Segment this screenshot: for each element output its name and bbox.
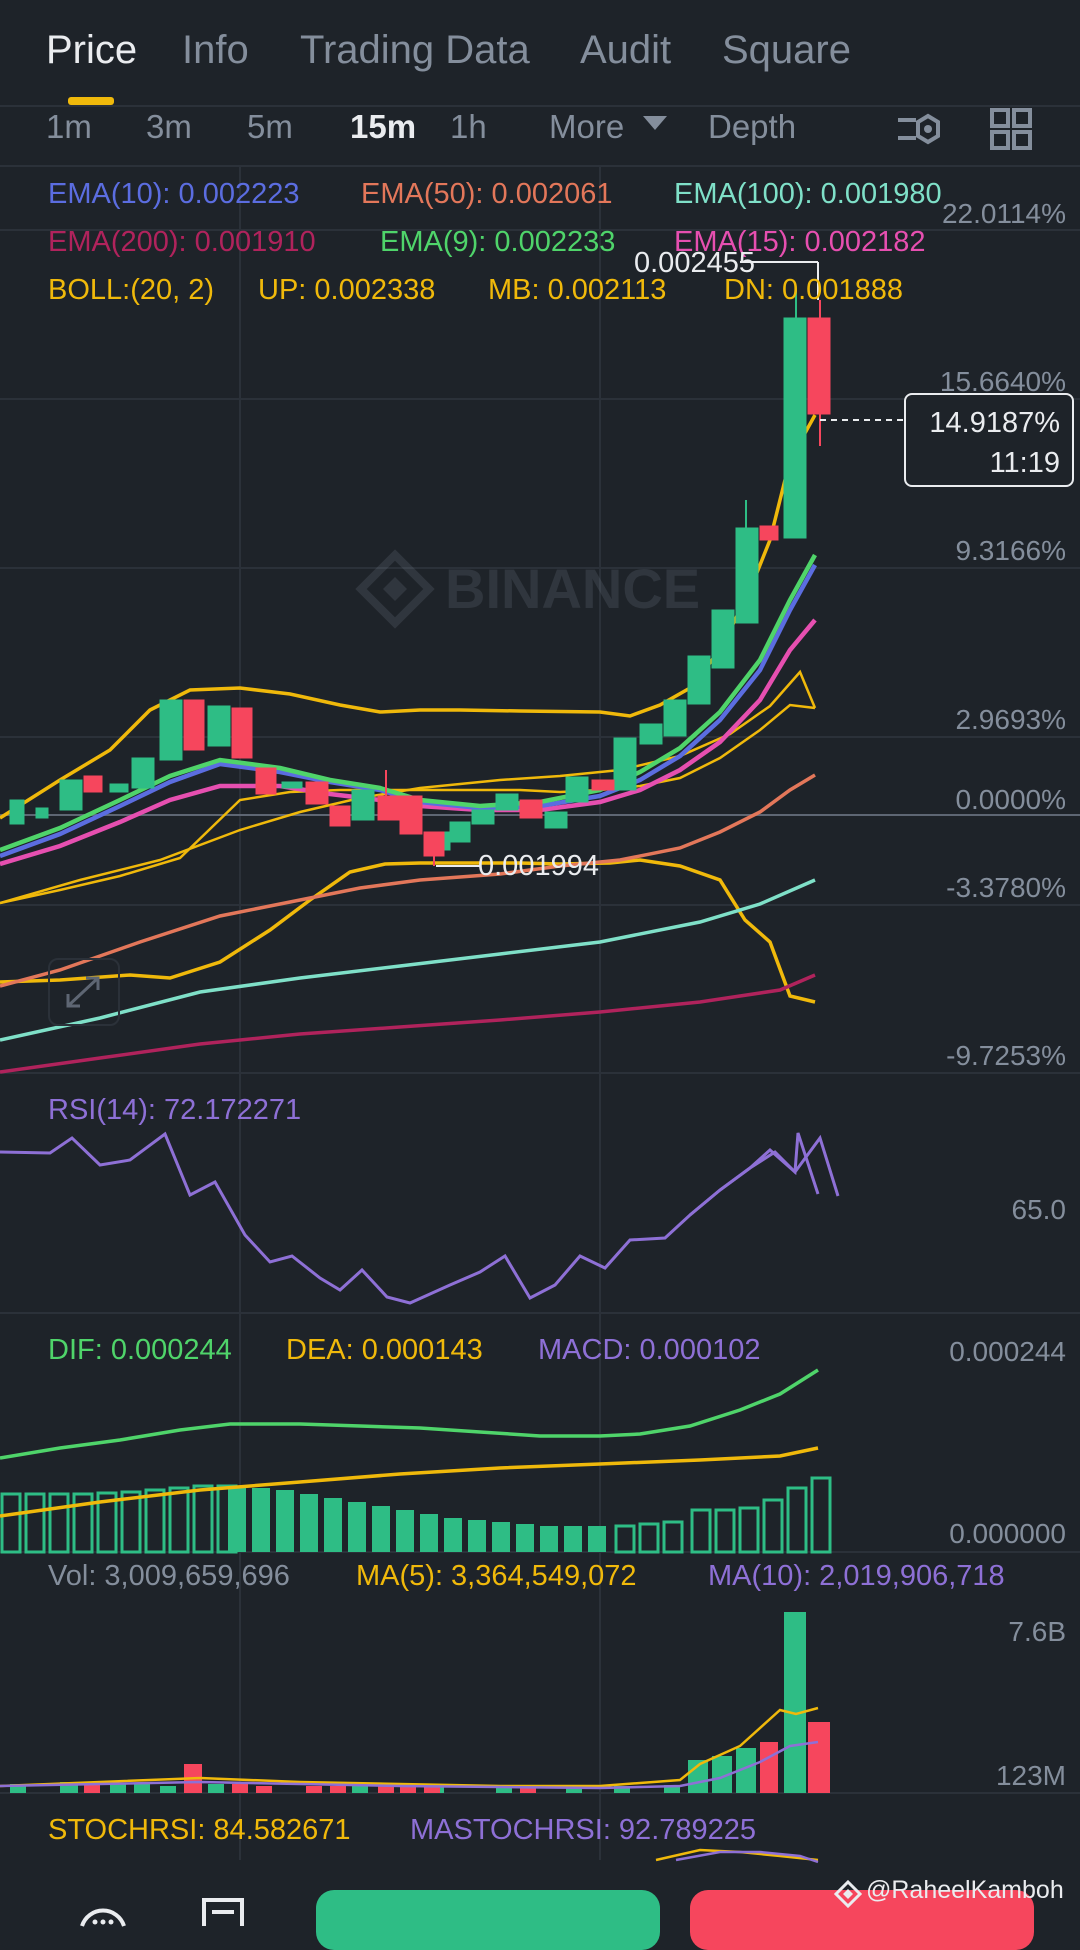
top-tabs: Price Info Trading Data Audit Square	[0, 0, 1080, 105]
boll-dn: DN: 0.001888	[724, 274, 903, 306]
candle-countdown: 11:19	[989, 447, 1060, 479]
ema100-value: EMA(100): 0.001980	[674, 178, 942, 210]
rsi-value: RSI(14): 72.172271	[48, 1094, 302, 1126]
caret-down-icon[interactable]	[643, 116, 667, 132]
rsi-axis-label: 65.0	[1011, 1194, 1067, 1225]
interval-3m[interactable]: 3m	[146, 108, 192, 145]
axis-label: 15.6640%	[939, 366, 1066, 397]
axis-label: 0.0000%	[955, 784, 1066, 815]
ema15-value: EMA(15): 0.002182	[674, 226, 926, 258]
interval-15m[interactable]: 15m	[350, 108, 417, 145]
volume-axis-top: 7.6B	[1008, 1616, 1066, 1647]
macd-axis-bottom: 0.000000	[949, 1518, 1066, 1549]
axis-label: -3.3780%	[946, 872, 1066, 903]
volume-value: Vol: 3,009,659,696	[48, 1560, 290, 1592]
interval-bar: 1m 3m 5m 15m 1h More Depth	[0, 108, 1080, 168]
vol-ma10-line	[0, 1740, 819, 1790]
chat-icon[interactable]	[78, 1898, 128, 1928]
author-credit: @RaheelKamboh	[866, 1876, 1064, 1904]
buy-button[interactable]	[316, 1890, 660, 1950]
layout-grid-icon[interactable]	[990, 108, 1034, 150]
tab-price[interactable]: Price	[46, 28, 138, 72]
mastochrsi-line	[675, 1850, 819, 1864]
interval-depth[interactable]: Depth	[708, 108, 797, 145]
axis-label: 22.0114%	[941, 198, 1066, 229]
tab-square[interactable]: Square	[722, 28, 851, 72]
volume-bars	[10, 1612, 830, 1793]
axis-label: -9.7253%	[946, 1040, 1066, 1071]
tab-info[interactable]: Info	[182, 28, 249, 72]
volume-axis-bottom: 123M	[995, 1760, 1066, 1791]
indicator-settings-icon[interactable]	[896, 110, 942, 150]
current-percent: 14.9187%	[929, 407, 1060, 439]
mastochrsi-value: MASTOCHRSI: 92.789225	[410, 1814, 757, 1846]
high-price-label: 0.002455	[634, 247, 755, 279]
macd-value: MACD: 0.000102	[538, 1334, 761, 1366]
volume-ma5: MA(5): 3,364,549,072	[356, 1560, 637, 1592]
axis-label: 2.9693%	[955, 704, 1066, 735]
tab-trading-data[interactable]: Trading Data	[300, 28, 530, 72]
axis-label: 9.3166%	[955, 535, 1066, 566]
interval-1h[interactable]: 1h	[450, 108, 487, 145]
tab-audit[interactable]: Audit	[580, 28, 672, 72]
interval-more[interactable]: More	[549, 108, 625, 145]
stochrsi-value: STOCHRSI: 84.582671	[48, 1814, 351, 1846]
current-price-tag: 14.9187% 11:19	[904, 393, 1074, 487]
active-tab-indicator	[68, 97, 114, 105]
boll-up: UP: 0.002338	[258, 274, 436, 306]
expand-icon	[66, 976, 100, 1008]
binance-square-logo-icon	[834, 1880, 862, 1908]
interval-1m[interactable]: 1m	[46, 108, 92, 145]
divider	[0, 105, 1080, 107]
macd-dea: DEA: 0.000143	[286, 1334, 483, 1366]
dea-line	[0, 1446, 819, 1518]
divider	[0, 165, 1080, 167]
ema9-value: EMA(9): 0.002233	[380, 226, 616, 258]
vol-ma5-line	[0, 1706, 819, 1788]
volume-ma10: MA(10): 2,019,906,718	[708, 1560, 1005, 1592]
ema50-value: EMA(50): 0.002061	[361, 178, 613, 210]
svg-text:BINANCE: BINANCE	[445, 557, 700, 620]
macd-dif: DIF: 0.000244	[48, 1334, 232, 1366]
candles	[9, 290, 831, 866]
expand-chart-button[interactable]	[48, 958, 120, 1026]
boll-mb: MB: 0.002113	[488, 274, 667, 306]
binance-watermark-logo: BINANCE	[355, 549, 700, 629]
macd-axis-top: 0.000244	[949, 1336, 1066, 1367]
low-price-label: 0.001994	[478, 850, 599, 882]
boll-params: BOLL:(20, 2)	[48, 274, 215, 306]
dif-line	[0, 1368, 819, 1460]
rsi-line	[0, 1131, 840, 1305]
ema10-value: EMA(10): 0.002223	[48, 178, 300, 210]
macd-histogram	[0, 1476, 832, 1554]
ema200-value: EMA(200): 0.001910	[48, 226, 316, 258]
interval-5m[interactable]: 5m	[247, 108, 293, 145]
orders-icon[interactable]	[200, 1896, 248, 1926]
